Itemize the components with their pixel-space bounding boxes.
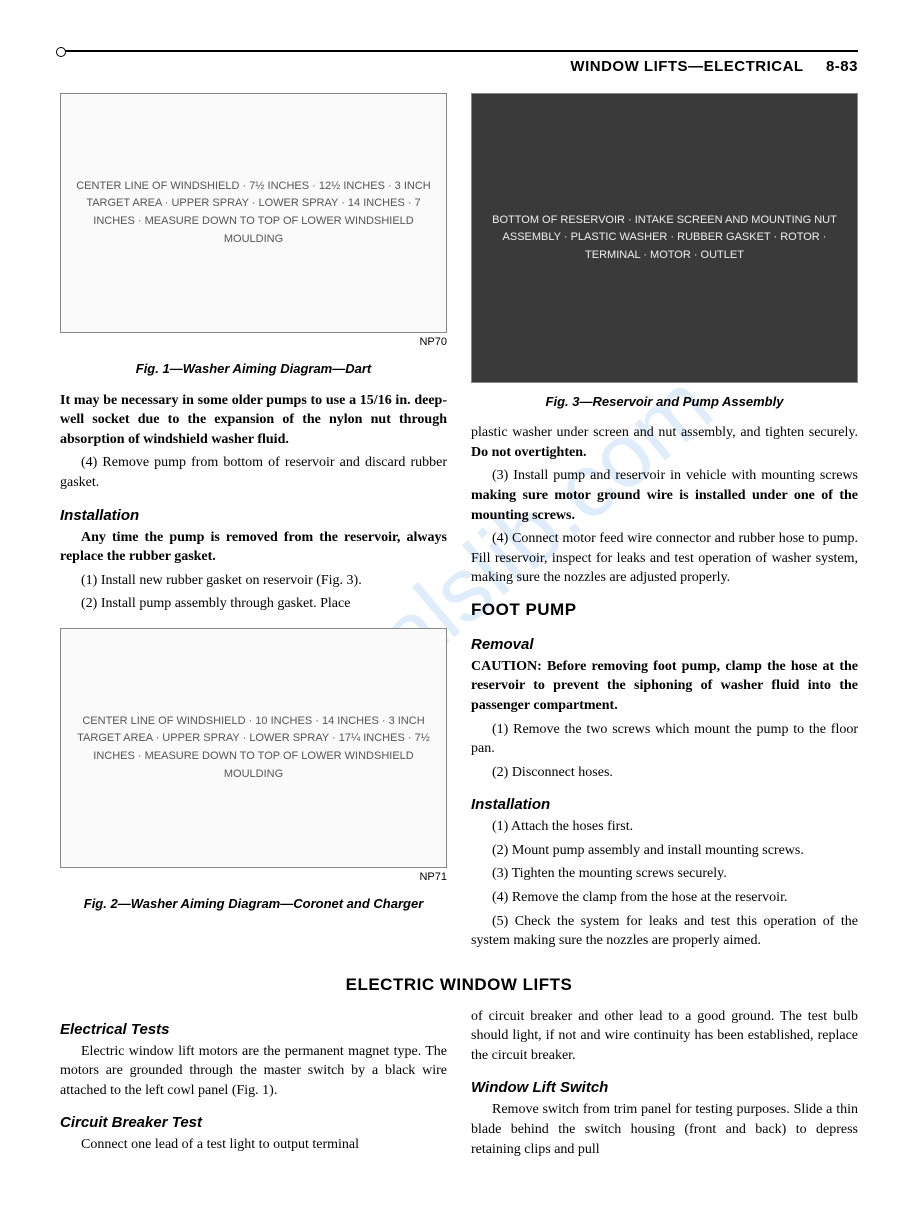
right-p3: (4) Connect motor feed wire connector an…	[471, 529, 858, 588]
right-p10: (4) Remove the clamp from the hose at th…	[471, 888, 858, 908]
right-p5: (1) Remove the two screws which mount th…	[471, 720, 858, 759]
page-content: WINDOW LIFTS—ELECTRICAL 8-83 CENTER LINE…	[60, 50, 858, 1163]
right-p2a: (3) Install pump and reservoir in vehicl…	[492, 468, 858, 483]
heading-electric-window-lifts: ELECTRIC WINDOW LIFTS	[60, 973, 858, 997]
heading-installation: Installation	[60, 505, 447, 526]
right-p8: (2) Mount pump assembly and install moun…	[471, 841, 858, 861]
right-p4: CAUTION: Before removing foot pump, clam…	[471, 657, 858, 716]
figure-3-caption: Fig. 3—Reservoir and Pump Assembly	[471, 393, 858, 411]
left-p5: (2) Install pump assembly through gasket…	[60, 594, 447, 614]
figure-3-photo: BOTTOM OF RESERVOIR · INTAKE SCREEN AND …	[471, 93, 858, 383]
right-p7: (1) Attach the hoses first.	[471, 817, 858, 837]
right-p9: (3) Tighten the mounting screws securely…	[471, 864, 858, 884]
left-p4: (1) Install new rubber gasket on reservo…	[60, 571, 447, 591]
bottom-left-column: Electrical Tests Electric window lift mo…	[60, 1007, 447, 1164]
figure-2-caption: Fig. 2—Washer Aiming Diagram—Coronet and…	[60, 895, 447, 913]
heading-window-lift-switch: Window Lift Switch	[471, 1077, 858, 1098]
right-p2: (3) Install pump and reservoir in vehicl…	[471, 466, 858, 525]
main-columns: CENTER LINE OF WINDSHIELD · 7½ INCHES · …	[60, 85, 858, 955]
header-title: WINDOW LIFTS—ELECTRICAL	[570, 58, 803, 75]
bottom-columns: Electrical Tests Electric window lift mo…	[60, 1007, 858, 1164]
heading-installation-2: Installation	[471, 794, 858, 815]
figure-1-caption: Fig. 1—Washer Aiming Diagram—Dart	[60, 360, 447, 378]
page-number: 8-83	[826, 58, 858, 75]
figure-1: CENTER LINE OF WINDSHIELD · 7½ INCHES · …	[60, 93, 447, 350]
left-column: CENTER LINE OF WINDSHIELD · 7½ INCHES · …	[60, 85, 447, 955]
figure-1-code: NP70	[60, 335, 447, 350]
bottom-right-p2: Remove switch from trim panel for testin…	[471, 1100, 858, 1159]
right-p1-bold: Do not overtighten.	[471, 445, 587, 460]
right-p2b: making sure motor ground wire is install…	[471, 488, 858, 523]
right-p11: (5) Check the system for leaks and test …	[471, 912, 858, 951]
bottom-left-p2: Connect one lead of a test light to outp…	[60, 1135, 447, 1155]
heading-foot-pump: FOOT PUMP	[471, 598, 858, 622]
bottom-right-p1: of circuit breaker and other lead to a g…	[471, 1007, 858, 1066]
figure-2-code: NP71	[60, 870, 447, 885]
heading-circuit-breaker-test: Circuit Breaker Test	[60, 1112, 447, 1133]
right-column: BOTTOM OF RESERVOIR · INTAKE SCREEN AND …	[471, 85, 858, 955]
bottom-right-column: of circuit breaker and other lead to a g…	[471, 1007, 858, 1164]
header-rule	[60, 50, 858, 52]
right-p1-text: plastic washer under screen and nut asse…	[471, 425, 858, 440]
figure-3: BOTTOM OF RESERVOIR · INTAKE SCREEN AND …	[471, 93, 858, 383]
left-p2: (4) Remove pump from bottom of reservoir…	[60, 453, 447, 492]
figure-1-diagram: CENTER LINE OF WINDSHIELD · 7½ INCHES · …	[60, 93, 447, 333]
bottom-left-p1: Electric window lift motors are the perm…	[60, 1042, 447, 1101]
left-p1: It may be necessary in some older pumps …	[60, 391, 447, 450]
figure-2: CENTER LINE OF WINDSHIELD · 10 INCHES · …	[60, 628, 447, 885]
right-p1: plastic washer under screen and nut asse…	[471, 423, 858, 462]
figure-2-diagram: CENTER LINE OF WINDSHIELD · 10 INCHES · …	[60, 628, 447, 868]
left-p3: Any time the pump is removed from the re…	[60, 528, 447, 567]
page-header: WINDOW LIFTS—ELECTRICAL 8-83	[60, 56, 858, 77]
heading-electrical-tests: Electrical Tests	[60, 1019, 447, 1040]
right-p6: (2) Disconnect hoses.	[471, 763, 858, 783]
heading-removal: Removal	[471, 634, 858, 655]
